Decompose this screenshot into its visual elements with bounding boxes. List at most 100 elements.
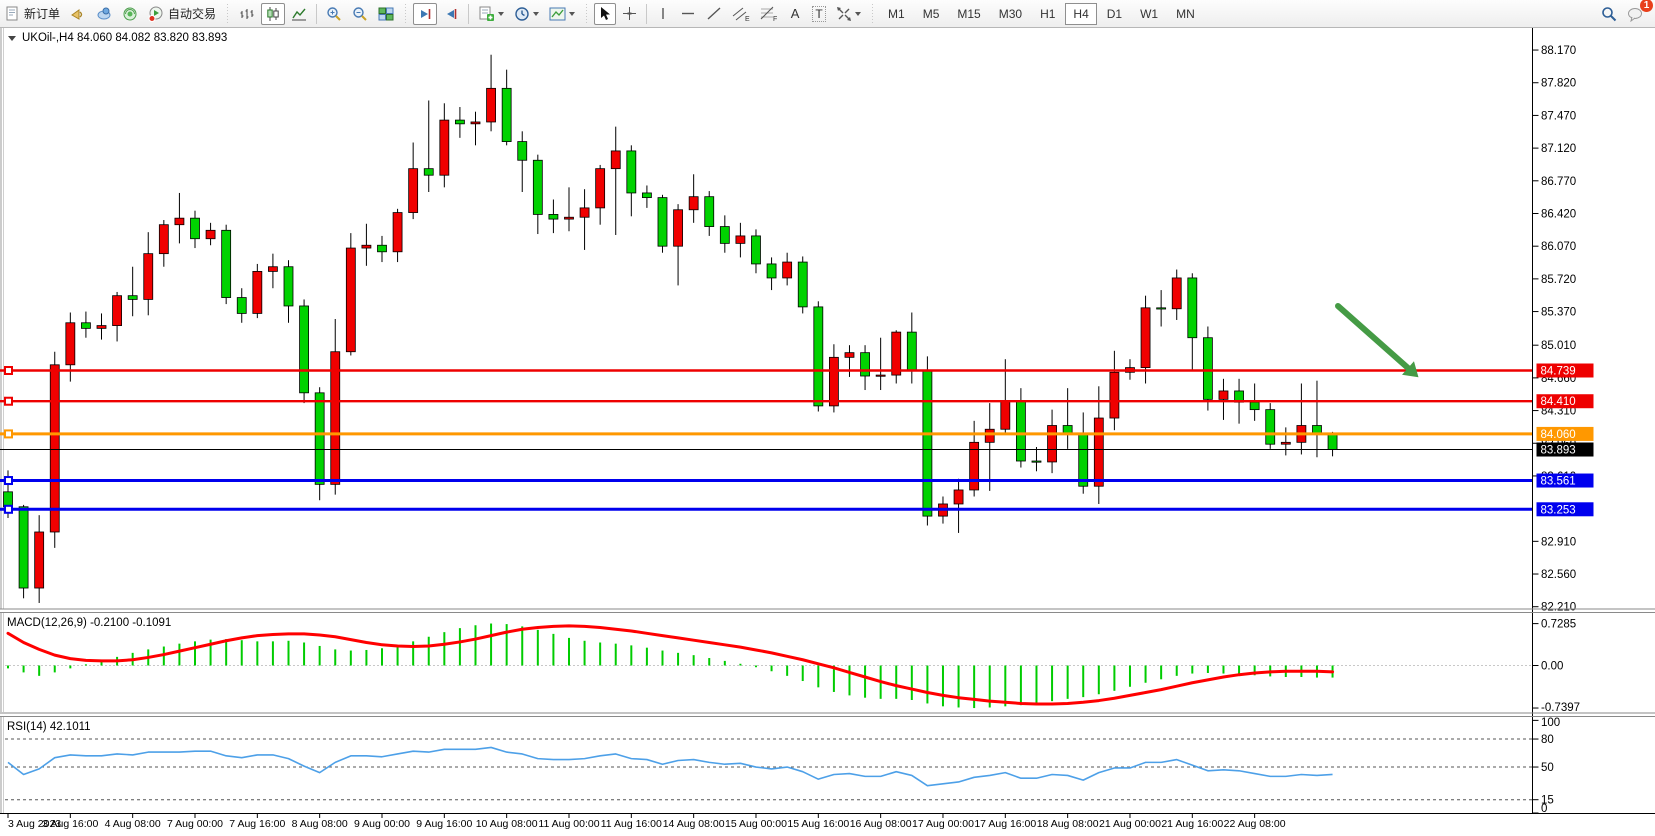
autotrade-label: 自动交易 <box>168 7 217 21</box>
trendline-icon <box>706 6 722 21</box>
auto-scroll-icon <box>417 6 433 22</box>
level-drag-handle[interactable] <box>4 396 13 406</box>
candle-body <box>1078 433 1089 487</box>
bar-chart-button[interactable] <box>235 3 259 25</box>
main-toolbar: 新订单 自动交易 <box>0 0 1655 28</box>
autotrade-icon <box>148 6 164 22</box>
level-drag-handle[interactable] <box>4 366 13 375</box>
dropdown-caret-icon <box>855 11 862 16</box>
annotation-arrow-shaft[interactable] <box>1335 303 1411 371</box>
zoom-in-button[interactable] <box>322 3 346 25</box>
notification-badge: 1 <box>1640 0 1653 12</box>
tf-button-M1[interactable]: M1 <box>888 6 905 21</box>
candle-body <box>65 322 76 366</box>
level-drag-handle[interactable] <box>4 476 13 486</box>
notifications-button[interactable]: 1 <box>1623 0 1653 25</box>
megaphone-icon <box>70 6 86 22</box>
date-tick-label: 4 Aug 08:00 <box>105 818 161 830</box>
text-label-tool-button[interactable]: T <box>808 3 830 25</box>
rsi-tick-label: 100 <box>1541 717 1560 729</box>
price-badge <box>1536 473 1594 488</box>
tf-button-M30[interactable]: M30 <box>998 6 1023 21</box>
candle-body <box>953 489 964 505</box>
tf-button-H1[interactable]: H1 <box>1040 6 1056 21</box>
signal-button[interactable] <box>118 3 142 25</box>
cursor-button[interactable] <box>594 2 617 25</box>
candle-body <box>548 214 559 220</box>
price-tick-label: 82.560 <box>1541 569 1576 581</box>
candle-body <box>1109 371 1120 419</box>
vertical-line-icon <box>656 6 670 21</box>
text-tool-button[interactable]: A <box>784 3 806 25</box>
vertical-line-button[interactable] <box>652 3 674 25</box>
level-drag-handle[interactable] <box>4 504 13 514</box>
candle-body <box>455 119 465 125</box>
period-button[interactable] <box>510 3 543 25</box>
tf-button-MN[interactable]: MN <box>1176 6 1195 21</box>
tf-button-M15[interactable]: M15 <box>957 6 981 21</box>
candle-body <box>1047 425 1057 463</box>
tf-button-M5[interactable]: M5 <box>922 6 940 21</box>
cloud-profile-icon <box>96 6 112 22</box>
bar-chart-icon <box>239 6 255 22</box>
arrows-tool-icon <box>836 6 852 22</box>
candlestick-button[interactable] <box>261 2 286 25</box>
date-tick-label: 17 Aug 16:00 <box>974 818 1036 830</box>
candle-body <box>657 197 668 247</box>
candle-body <box>423 168 434 176</box>
candle-body <box>345 247 356 353</box>
candle-body <box>564 216 574 220</box>
megaphone-button[interactable] <box>66 3 90 25</box>
equidistant-channel-icon: E <box>732 6 750 22</box>
date-tick-label: 10 Aug 08:00 <box>476 818 538 830</box>
candle-body <box>3 491 13 508</box>
price-badge <box>1536 394 1594 409</box>
zoom-out-button[interactable] <box>348 3 372 25</box>
candle-body <box>828 356 839 407</box>
dropdown-caret-icon <box>569 11 576 16</box>
candle-body <box>439 119 450 176</box>
date-tick-label: 22 Aug 08:00 <box>1224 818 1286 830</box>
date-tick-label: 14 Aug 08:00 <box>663 818 725 830</box>
chart-shift-button[interactable] <box>439 3 463 25</box>
date-tick-label: 17 Aug 00:00 <box>912 818 974 830</box>
auto-scroll-button[interactable] <box>413 2 438 25</box>
tf-button-H4[interactable]: H4 <box>1065 2 1097 25</box>
candle-body <box>1265 409 1276 445</box>
search-button[interactable] <box>1597 3 1621 25</box>
chart-menu-caret-icon[interactable] <box>8 36 16 41</box>
date-tick-label: 21 Aug 00:00 <box>1099 818 1161 830</box>
line-chart-button[interactable] <box>287 3 311 25</box>
text-label-tool-icon: T <box>812 5 826 22</box>
autotrade-button[interactable]: 自动交易 <box>144 3 220 25</box>
equidistant-channel-button[interactable]: E <box>728 3 754 25</box>
new-order-button[interactable]: 新订单 <box>1 3 64 25</box>
candle-body <box>797 261 808 308</box>
annotation-arrow-head[interactable] <box>1402 361 1419 378</box>
tf-button-D1[interactable]: D1 <box>1106 6 1123 21</box>
level-drag-handle[interactable] <box>4 429 13 439</box>
fibonacci-icon: F <box>760 6 778 22</box>
new-chart-button[interactable] <box>474 3 508 25</box>
macd-signal-line <box>6 624 1335 706</box>
cursor-icon <box>598 6 612 21</box>
horizontal-line-button[interactable] <box>676 3 700 25</box>
dropdown-caret-icon <box>533 11 540 16</box>
svg-text:F: F <box>773 16 777 22</box>
candle-body <box>813 306 824 407</box>
profile-button[interactable] <box>92 3 116 25</box>
candle-body <box>1000 400 1011 430</box>
tf-button-W1[interactable]: W1 <box>1140 6 1159 21</box>
crosshair-icon <box>622 6 637 21</box>
crosshair-button[interactable] <box>618 3 641 25</box>
arrows-tool-button[interactable] <box>832 3 865 25</box>
rsi-tick-label: 80 <box>1541 734 1554 746</box>
fibonacci-button[interactable]: F <box>756 3 782 25</box>
tile-windows-button[interactable] <box>374 3 398 25</box>
template-button[interactable] <box>545 3 579 25</box>
candle-body <box>751 235 761 265</box>
macd-tick-label: -0.7397 <box>1541 702 1580 714</box>
price-badge-label: 84.060 <box>1541 429 1576 441</box>
trendline-button[interactable] <box>702 3 726 25</box>
